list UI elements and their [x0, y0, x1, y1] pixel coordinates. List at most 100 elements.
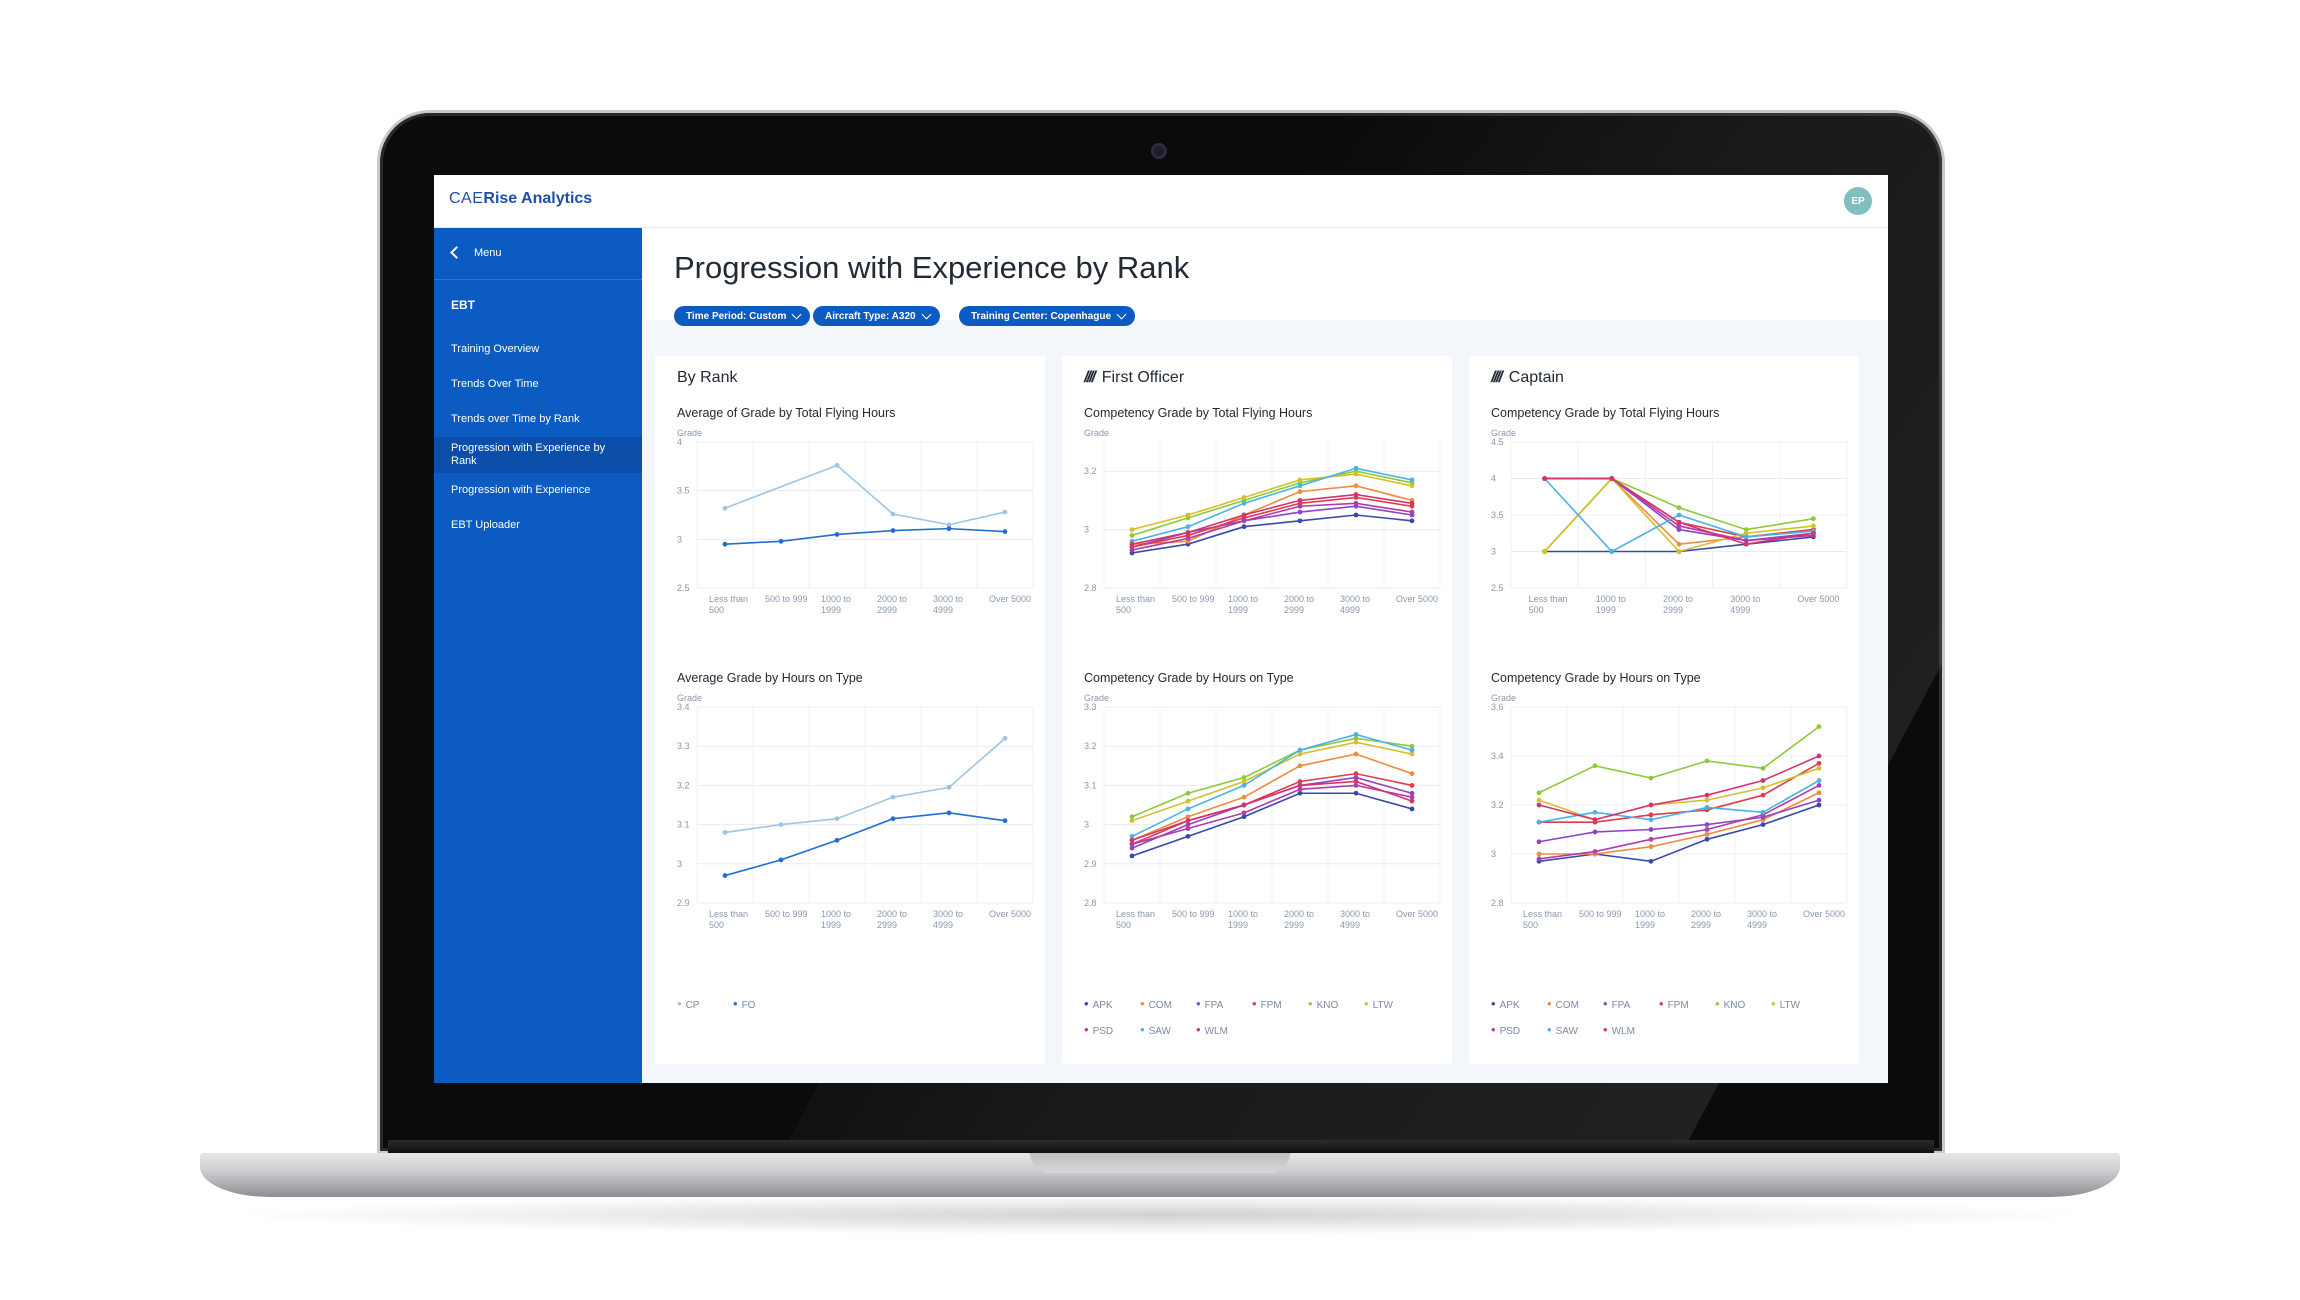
- card-title: By Rank: [677, 369, 737, 387]
- x-tick-label: 500: [1116, 920, 1131, 930]
- data-point: [1592, 809, 1598, 815]
- legend-item[interactable]: • WLM: [1603, 1022, 1635, 1037]
- y-tick-label: 3.6: [1491, 702, 1504, 712]
- data-point: [1353, 751, 1359, 757]
- user-initials: EP: [1851, 195, 1865, 207]
- legend-item[interactable]: • KNO: [1308, 996, 1338, 1011]
- legend-item[interactable]: • APK: [1491, 996, 1520, 1011]
- y-tick-label: 3: [1084, 525, 1089, 535]
- legend-item[interactable]: • FPA: [1196, 996, 1223, 1011]
- legend-item[interactable]: • PSD: [1084, 1022, 1113, 1037]
- data-point: [1297, 763, 1303, 769]
- data-point: [1648, 836, 1654, 842]
- data-point: [1297, 503, 1303, 509]
- chart-title: Competency Grade by Hours on Type: [1491, 671, 1701, 685]
- y-tick-label: 3.3: [677, 741, 690, 751]
- sidebar-item-trends-by-rank[interactable]: Trends over Time by Rank: [434, 402, 642, 437]
- data-point: [1743, 527, 1749, 532]
- y-tick-label: 2.5: [677, 583, 690, 593]
- card-title-text: First Officer: [1101, 369, 1185, 386]
- legend-dot-icon: •: [1364, 996, 1369, 1011]
- legend-item[interactable]: • CP: [677, 996, 699, 1011]
- user-avatar[interactable]: EP: [1844, 187, 1872, 215]
- brand-logo[interactable]: CAERise Analytics: [449, 190, 592, 208]
- chevron-down-icon: [1116, 309, 1127, 320]
- data-point: [1536, 819, 1542, 825]
- sidebar-item-ebt-uploader[interactable]: EBT Uploader: [434, 508, 642, 543]
- data-point: [1648, 775, 1654, 781]
- data-point: [1002, 818, 1008, 824]
- x-tick-label: 3000 to: [933, 909, 963, 919]
- sidebar-item-progression-by-rank[interactable]: Progression with Experience by Rank: [434, 437, 642, 473]
- series-line: [1131, 467, 1413, 543]
- x-tick-label: 4999: [1340, 920, 1360, 930]
- sidebar-item-label: Progression with Experience by Rank: [451, 442, 606, 467]
- menu-toggle[interactable]: Menu: [434, 228, 642, 280]
- webcam-icon: [1151, 143, 1167, 159]
- x-tick-label: 500 to 999: [765, 594, 808, 604]
- data-point: [1185, 530, 1191, 535]
- data-point: [1241, 802, 1247, 808]
- data-point: [946, 526, 952, 532]
- legend-item[interactable]: • LTW: [1364, 996, 1393, 1011]
- chart-title: Competency Grade by Total Flying Hours: [1084, 406, 1313, 420]
- sidebar-item-progression[interactable]: Progression with Experience: [434, 473, 642, 508]
- page-header: Progression with Experience by Rank Time…: [642, 228, 1888, 326]
- legend-dot-icon: •: [1603, 1022, 1608, 1037]
- legend-item[interactable]: • COM: [1140, 996, 1172, 1011]
- legend-item[interactable]: • KNO: [1715, 996, 1745, 1011]
- data-point: [1592, 817, 1598, 823]
- sidebar-item-training-overview[interactable]: Training Overview: [434, 332, 642, 367]
- x-tick-label: 2000 to: [1663, 594, 1693, 604]
- data-point: [1648, 827, 1654, 832]
- legend-item[interactable]: • FPM: [1659, 996, 1689, 1011]
- data-point: [722, 830, 728, 835]
- filter-time-period[interactable]: Time Period: Custom: [674, 306, 811, 326]
- legend-item[interactable]: • LTW: [1771, 996, 1800, 1011]
- y-tick-label: 3.4: [677, 702, 690, 712]
- data-point: [1743, 538, 1749, 543]
- filter-training-center[interactable]: Training Center: Copenhague: [959, 306, 1136, 326]
- sidebar-item-trends-over-time[interactable]: Trends Over Time: [434, 367, 642, 402]
- x-tick-label: 2000 to: [1284, 594, 1314, 604]
- x-tick-label: Less than: [1116, 594, 1155, 604]
- legend-item[interactable]: • SAW: [1547, 1022, 1578, 1037]
- legend-label: CP: [685, 1000, 700, 1011]
- legend-item[interactable]: • SAW: [1140, 1022, 1171, 1037]
- data-point: [1760, 809, 1766, 815]
- x-tick-label: Less than: [1116, 909, 1155, 919]
- data-point: [1816, 765, 1822, 771]
- data-point: [1185, 798, 1191, 804]
- legend-item[interactable]: • FPM: [1252, 996, 1282, 1011]
- data-point: [1241, 783, 1247, 788]
- series-line: [1131, 733, 1413, 838]
- page-title: Progression with Experience by Rank: [674, 250, 1190, 285]
- legend-dot-icon: •: [677, 996, 682, 1011]
- data-point: [1648, 858, 1654, 864]
- legend-label: WLM: [1204, 1026, 1228, 1037]
- legend-item[interactable]: • PSD: [1491, 1022, 1520, 1037]
- data-point: [1648, 844, 1654, 850]
- legend-item[interactable]: • FPA: [1603, 996, 1630, 1011]
- series-line: [1539, 762, 1820, 823]
- data-point: [1409, 806, 1415, 812]
- legend-item[interactable]: • APK: [1084, 996, 1113, 1011]
- legend-item[interactable]: • WLM: [1196, 1022, 1228, 1037]
- filter-aircraft-type[interactable]: Aircraft Type: A320: [813, 306, 940, 326]
- legend-dot-icon: •: [1196, 996, 1201, 1011]
- sidebar-section-ebt[interactable]: EBT: [434, 280, 642, 332]
- data-point: [1811, 530, 1816, 536]
- data-point: [1536, 790, 1542, 796]
- legend-label: COM: [1148, 1000, 1172, 1011]
- data-point: [1241, 518, 1247, 524]
- legend-label: FPA: [1204, 1000, 1224, 1011]
- x-tick-label: 2999: [1284, 605, 1304, 615]
- data-point: [1353, 483, 1359, 489]
- legend-item[interactable]: • FO: [733, 996, 755, 1011]
- x-tick-label: 500: [1523, 920, 1538, 930]
- legend-item[interactable]: • COM: [1547, 996, 1579, 1011]
- data-point: [1297, 783, 1303, 788]
- data-point: [1241, 810, 1247, 816]
- x-tick-label: 3000 to: [1730, 594, 1760, 604]
- data-point: [1353, 732, 1359, 737]
